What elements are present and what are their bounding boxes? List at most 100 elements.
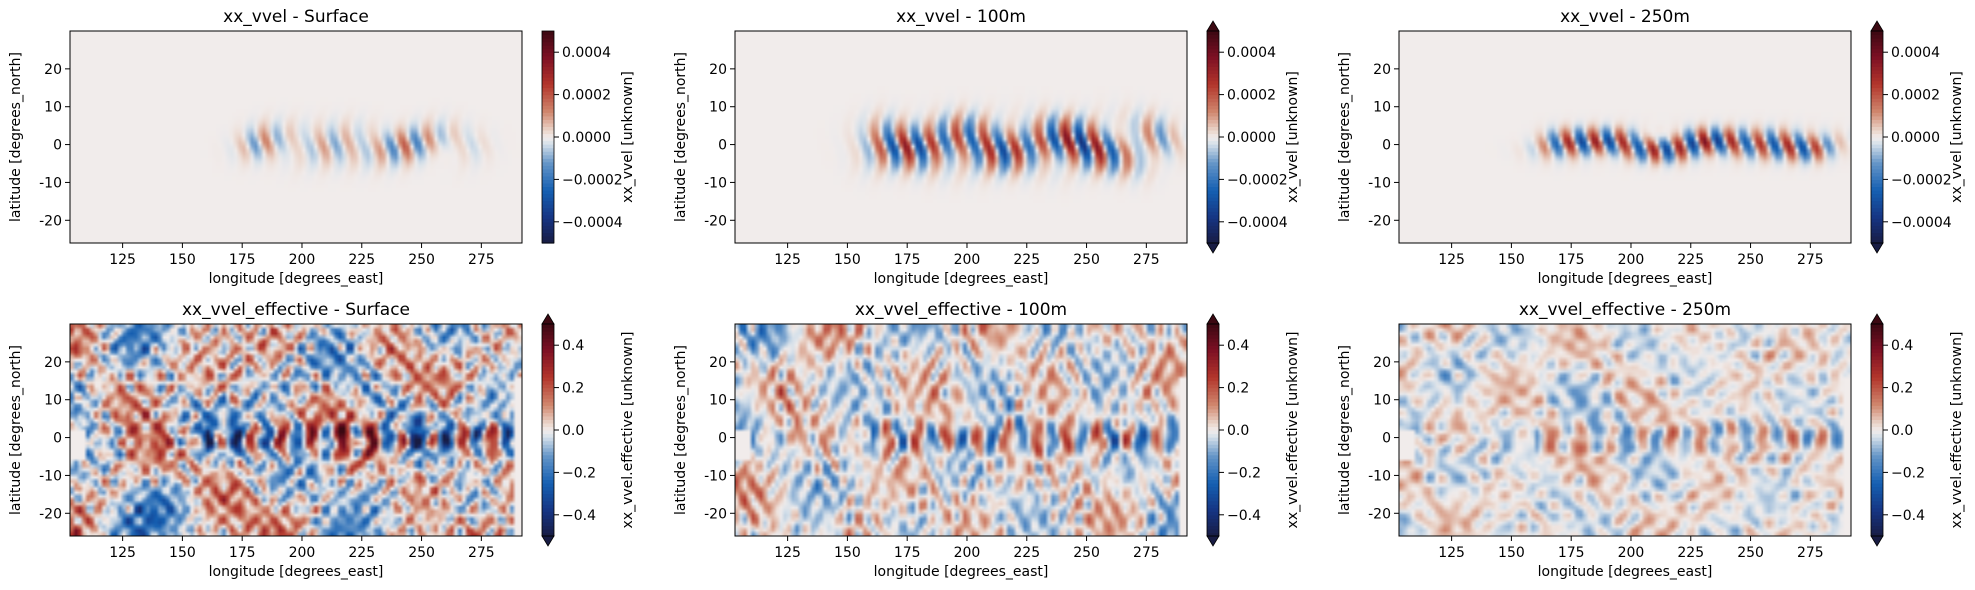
colorbar-segment xyxy=(542,225,554,230)
colorbar-segment xyxy=(542,98,554,103)
colorbar-segment xyxy=(1207,408,1219,413)
colorbar-tick-label: 0.0000 xyxy=(1891,130,1940,146)
colorbar-tick-label: −0.2 xyxy=(1227,465,1261,481)
colorbar-segment xyxy=(1871,147,1883,152)
colorbar-segment xyxy=(542,377,554,382)
colorbar-segment xyxy=(542,415,554,420)
colorbar-segment xyxy=(1871,493,1883,498)
colorbar-segment xyxy=(1207,101,1219,106)
colorbar-segment xyxy=(1207,175,1219,180)
colorbar-segment xyxy=(1871,483,1883,488)
colorbar-segment xyxy=(542,179,554,184)
x-tick-label: 200 xyxy=(289,545,316,561)
colorbar-segment xyxy=(542,408,554,413)
y-tick-label: 0 xyxy=(718,138,727,154)
colorbar-tick-label: −0.0004 xyxy=(1227,215,1288,231)
x-tick-label: 200 xyxy=(1618,252,1645,268)
colorbar-segment xyxy=(1871,129,1883,135)
colorbar-segment xyxy=(542,348,554,353)
colorbar-segment xyxy=(1207,45,1219,50)
x-tick-label: 125 xyxy=(1438,252,1465,268)
colorbar-segment xyxy=(1871,182,1883,188)
colorbar-segment xyxy=(1871,158,1883,163)
colorbar-tick-label: 0.0 xyxy=(1227,423,1249,439)
colorbar-segment xyxy=(1871,369,1883,375)
colorbar-segment xyxy=(1207,504,1219,509)
y-tick-label: -20 xyxy=(39,506,62,522)
colorbar-segment xyxy=(542,394,554,399)
colorbar-segment xyxy=(1207,108,1219,113)
colorbar-segment xyxy=(1871,221,1883,226)
y-tick-label: 20 xyxy=(44,62,62,78)
colorbar-segment xyxy=(542,108,554,113)
x-tick-label: 225 xyxy=(1677,252,1704,268)
colorbar-segment xyxy=(542,447,554,452)
colorbar-extend-max xyxy=(1206,313,1220,325)
x-tick-label: 125 xyxy=(774,545,801,561)
plot-title: xx_vvel_effective - Surface xyxy=(182,300,410,320)
colorbar-segment xyxy=(1207,528,1219,534)
colorbar-segment xyxy=(542,507,554,512)
x-tick-label: 225 xyxy=(1013,252,1040,268)
x-tick-label: 225 xyxy=(348,252,375,268)
x-axis-label: longitude [degrees_east] xyxy=(209,564,384,580)
colorbar-segment xyxy=(1871,55,1883,60)
plot-title: xx_vvel - 100m xyxy=(896,7,1026,27)
y-tick-label: 10 xyxy=(709,393,727,409)
x-tick-label: 125 xyxy=(774,252,801,268)
colorbar-segment xyxy=(542,221,554,226)
colorbar-segment xyxy=(1207,518,1219,523)
colorbar-segment xyxy=(1207,324,1219,329)
colorbar-segment xyxy=(542,426,554,431)
colorbar-label: xx_vvel.effective [unknown] xyxy=(1285,332,1301,529)
colorbar-segment xyxy=(1871,94,1883,99)
colorbar-segment xyxy=(1871,391,1883,396)
colorbar-label: xx_vvel.effective [unknown] xyxy=(1949,332,1965,529)
colorbar-segment xyxy=(1871,211,1883,216)
colorbar-segment xyxy=(1207,52,1219,57)
colorbar-segment xyxy=(542,401,554,406)
colorbar-segment xyxy=(1871,345,1883,350)
colorbar-segment xyxy=(542,412,554,417)
colorbar-segment xyxy=(1207,334,1219,339)
colorbar-segment xyxy=(1871,521,1883,526)
x-tick-label: 125 xyxy=(109,545,136,561)
y-tick-label: 0 xyxy=(1382,138,1391,154)
colorbar-segment xyxy=(1207,479,1219,484)
colorbar-segment xyxy=(542,486,554,491)
colorbar-tick-label: 0.2 xyxy=(1891,381,1913,397)
colorbar-segment xyxy=(1207,458,1219,463)
colorbar-segment xyxy=(1871,204,1883,209)
colorbar-segment xyxy=(1871,115,1883,120)
x-tick-label: 275 xyxy=(1133,252,1160,268)
colorbar-segment xyxy=(1871,507,1883,512)
colorbar-segment xyxy=(542,341,554,346)
colorbar-segment xyxy=(1871,486,1883,491)
colorbar-segment xyxy=(1207,235,1219,241)
colorbar-segment xyxy=(1871,468,1883,473)
y-tick-label: -10 xyxy=(39,175,62,191)
colorbar-segment xyxy=(1207,73,1219,78)
colorbar-segment xyxy=(542,45,554,50)
x-tick-label: 250 xyxy=(1073,252,1100,268)
colorbar-segment xyxy=(542,444,554,449)
colorbar-segment xyxy=(1871,225,1883,230)
colorbar-segment xyxy=(1207,197,1219,202)
y-tick-label: 10 xyxy=(44,393,62,409)
colorbar-segment xyxy=(1871,98,1883,103)
colorbar-segment xyxy=(542,331,554,336)
x-tick-label: 175 xyxy=(1558,252,1585,268)
colorbar-segment xyxy=(1207,87,1219,92)
colorbar-segment xyxy=(542,422,554,428)
colorbar-segment xyxy=(1871,472,1883,477)
colorbar-segment xyxy=(1207,419,1219,424)
colorbar-segment xyxy=(1207,412,1219,417)
colorbar-segment xyxy=(1207,465,1219,470)
colorbar-segment xyxy=(1207,204,1219,209)
colorbar-segment xyxy=(1207,451,1219,456)
colorbar-segment xyxy=(1207,31,1219,36)
colorbar-tick-label: −0.0002 xyxy=(1891,172,1952,188)
heatmap-raster xyxy=(70,324,522,536)
